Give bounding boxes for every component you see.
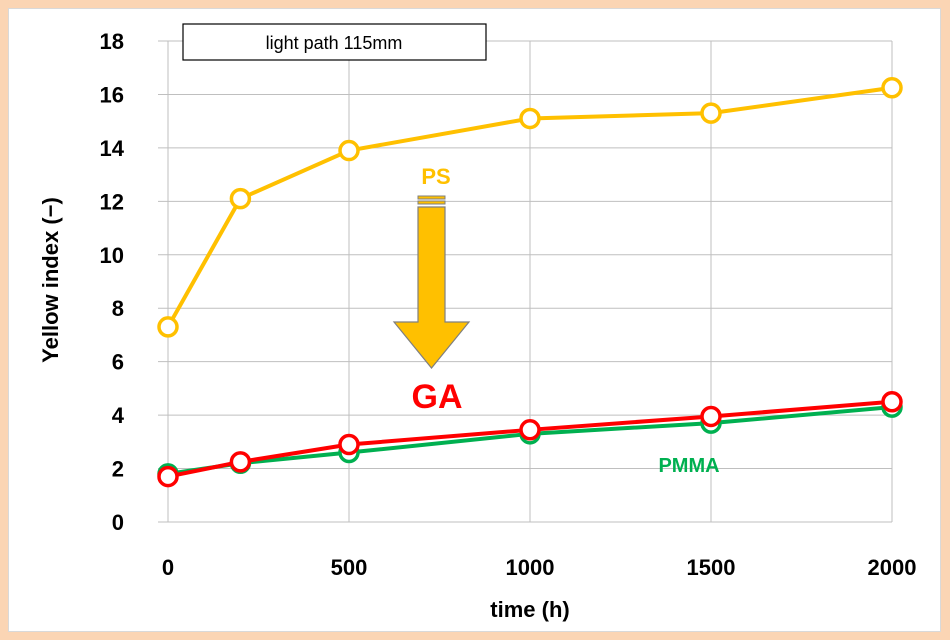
arrow-stripe <box>417 200 446 205</box>
legend-box-frame <box>182 23 487 61</box>
arrow-body <box>392 206 471 369</box>
y-tick-label: 4 <box>112 403 125 428</box>
ps-label: PS <box>421 164 450 189</box>
data-series <box>157 77 903 488</box>
x-tick-label: 1500 <box>687 555 736 580</box>
y-tick-label: 16 <box>100 82 124 107</box>
ga-point <box>700 405 722 428</box>
x-tick-labels: 0 500 1000 1500 2000 <box>162 555 917 580</box>
y-tick-label: 14 <box>100 136 125 161</box>
legend-box: light path 115mm <box>182 23 487 61</box>
light-path-label: light path 115mm <box>266 33 403 53</box>
y-tick-label: 12 <box>100 189 124 214</box>
ga-line <box>167 399 893 479</box>
y-tick-label: 2 <box>112 457 124 482</box>
ga-point <box>229 451 252 473</box>
ps-point <box>157 316 179 338</box>
ga-point <box>881 391 903 413</box>
y-axis-title: Yellow index (−) <box>38 197 63 363</box>
ga-label: GA <box>412 378 463 416</box>
x-axis-title: time (h) <box>490 597 569 622</box>
y-tick-labels: 0 2 4 6 8 10 12 14 16 18 <box>100 29 125 535</box>
ps-point <box>519 107 541 130</box>
ps-point <box>881 77 903 99</box>
x-tick-label: 0 <box>162 555 174 580</box>
ga-point <box>157 465 179 488</box>
x-tick-label: 500 <box>331 555 368 580</box>
y-tick-label: 0 <box>112 510 124 535</box>
ga-point <box>519 419 541 441</box>
ps-point <box>700 102 722 124</box>
x-tick-label: 2000 <box>868 555 917 580</box>
y-tick-label: 8 <box>112 296 124 321</box>
y-tick-label: 10 <box>100 243 124 268</box>
x-tick-label: 1000 <box>506 555 555 580</box>
down-arrow <box>392 195 471 369</box>
ps-line <box>166 85 893 328</box>
y-tick-label: 18 <box>100 29 124 54</box>
ps-point <box>338 139 360 162</box>
arrow-stripe <box>417 195 446 200</box>
y-tick-label: 6 <box>112 350 124 375</box>
pmma-label: PMMA <box>658 455 719 477</box>
ps-point <box>229 187 252 210</box>
ga-point <box>338 433 360 456</box>
